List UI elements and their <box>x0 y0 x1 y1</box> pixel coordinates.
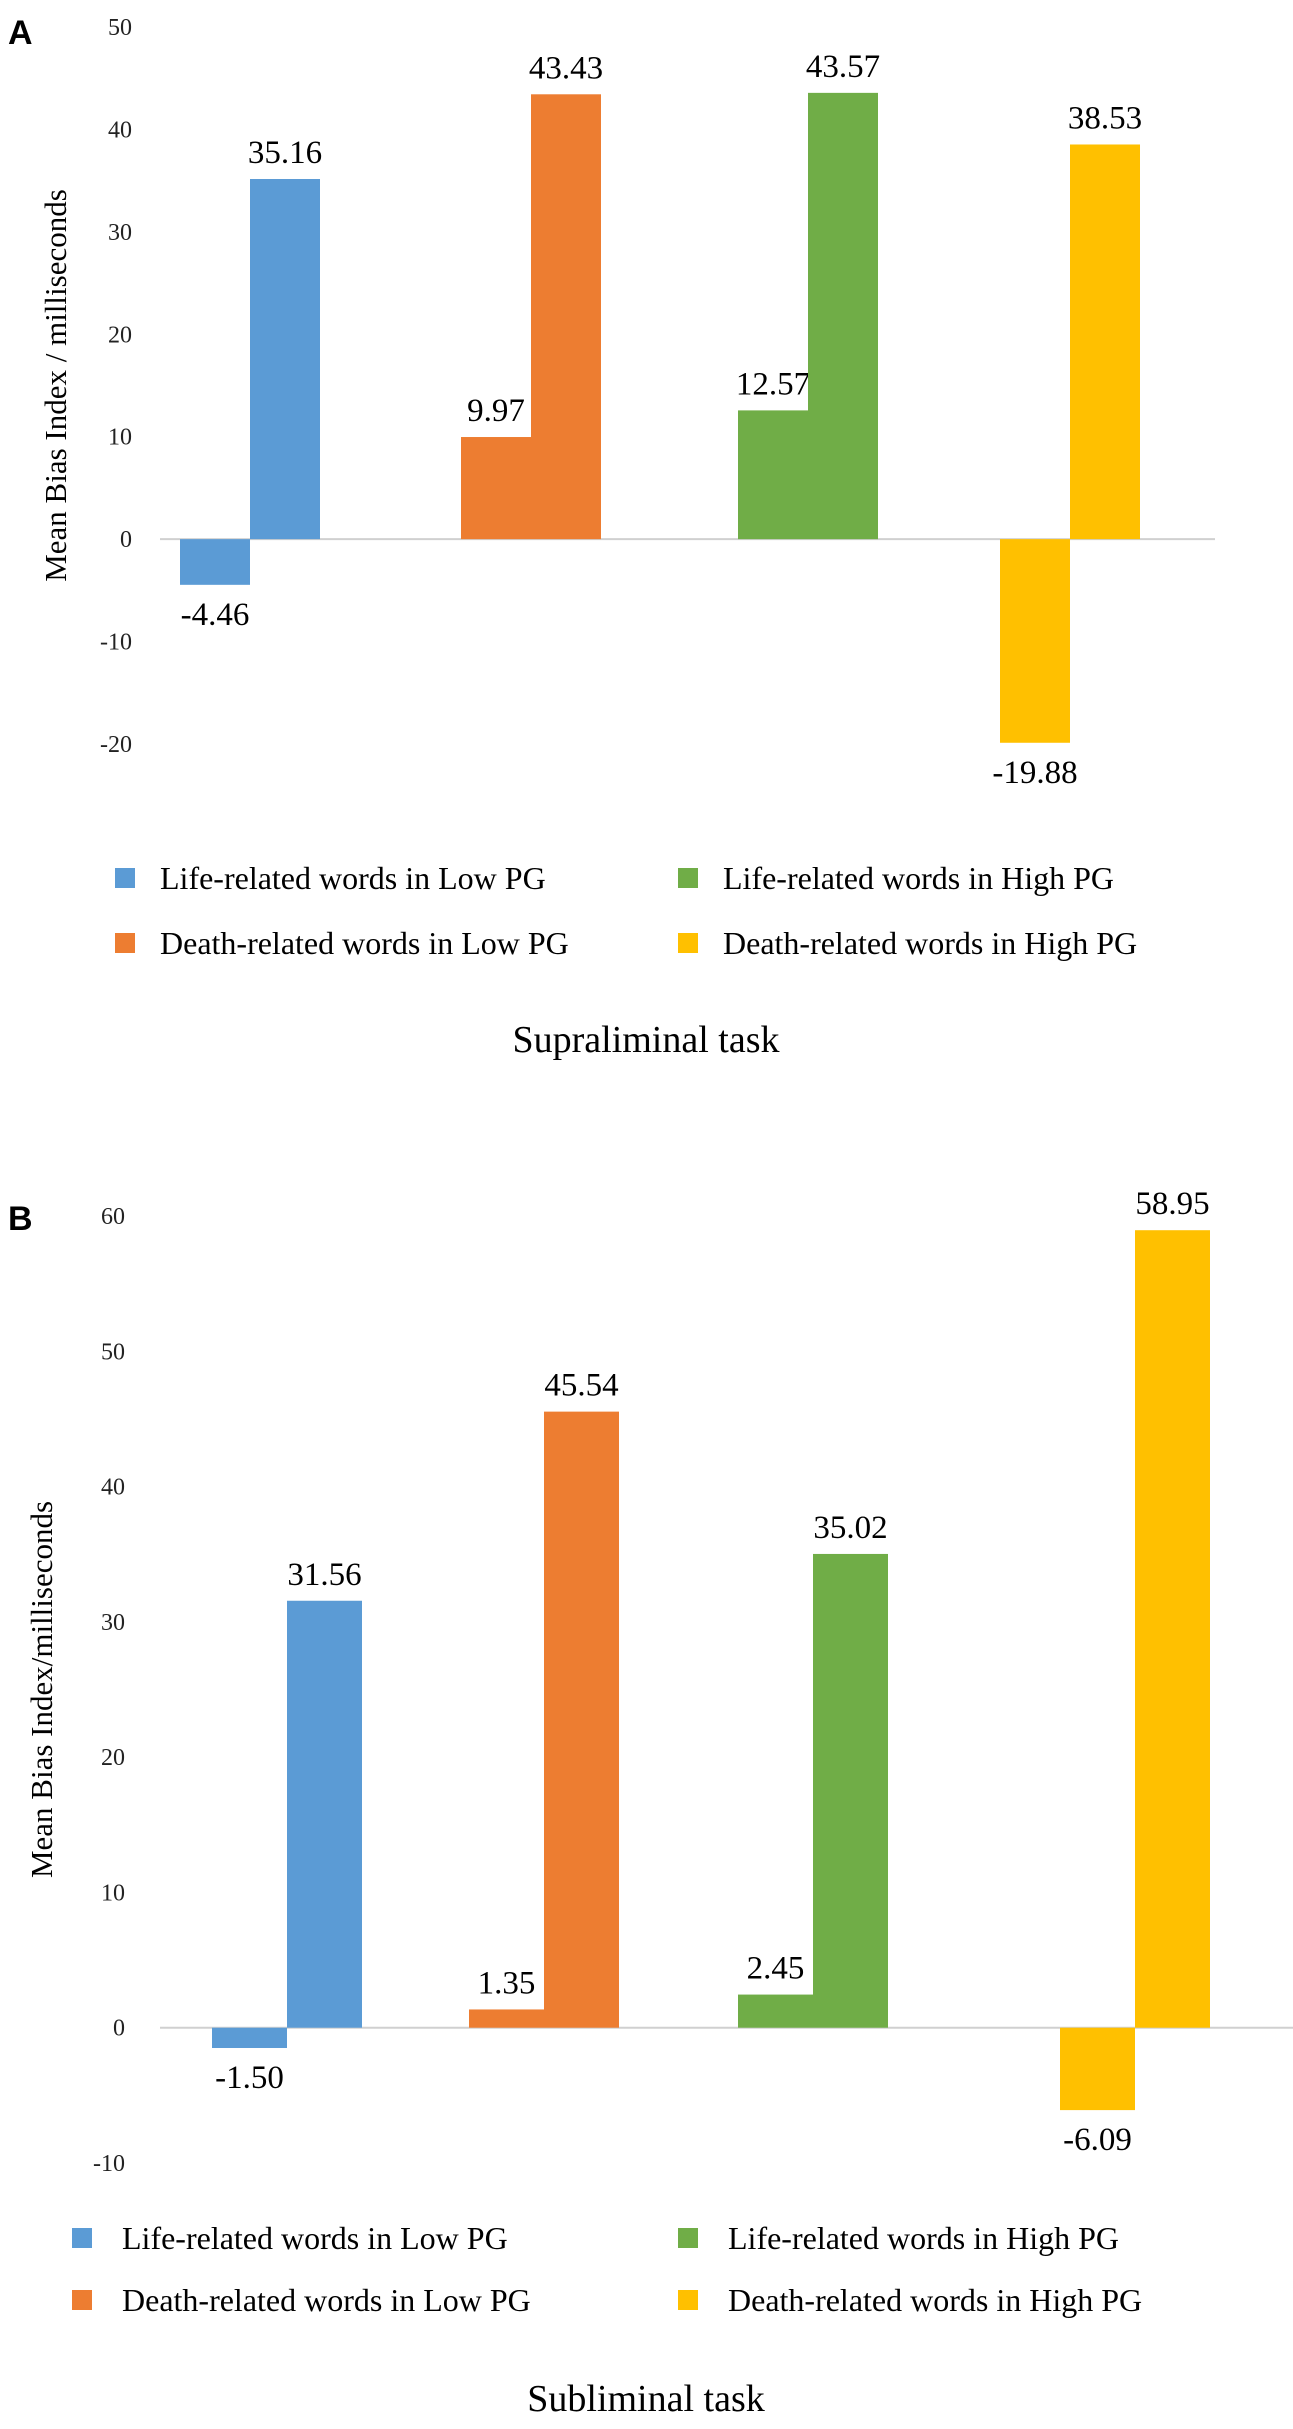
data-label: -19.88 <box>992 755 1077 791</box>
data-label: -4.46 <box>181 597 250 633</box>
data-label: 9.97 <box>467 393 525 429</box>
y-tick-label: 10 <box>108 425 132 451</box>
panel-letter: B <box>8 1200 33 1238</box>
bar-3-a <box>738 410 808 540</box>
bar-2-a <box>461 437 531 540</box>
legend-swatch <box>678 2228 698 2248</box>
bar-2-b <box>544 1411 619 2028</box>
y-tick-label: 40 <box>101 1475 125 1501</box>
data-label: 2.45 <box>747 1951 805 1987</box>
legend-label: Life-related words in Low PG <box>160 860 546 896</box>
y-axis-label: Mean Bias Index / milliseconds <box>38 189 73 582</box>
legend-label: Life-related words in High PG <box>728 2220 1119 2256</box>
y-tick-label: 50 <box>108 15 132 41</box>
data-label: 43.43 <box>529 50 603 86</box>
data-label: 58.95 <box>1135 1186 1209 1222</box>
bar-4-b <box>1135 1230 1210 2028</box>
data-label: 12.57 <box>736 366 810 402</box>
legend-label: Death-related words in High PG <box>723 925 1137 961</box>
data-label: 35.16 <box>248 135 322 171</box>
y-tick-label: 50 <box>101 1339 125 1365</box>
y-tick-label: -20 <box>100 732 132 758</box>
chart-panel-b: B 60 50 40 30 20 10 0 -10 Mean Bias Index/millise… <box>8 1186 1293 2420</box>
data-label: 1.35 <box>478 1965 536 2001</box>
chart-caption: Supraliminal task <box>512 1019 779 1061</box>
data-label: 35.02 <box>813 1510 887 1546</box>
data-label: 31.56 <box>287 1557 361 1593</box>
y-tick-label: 30 <box>108 220 132 246</box>
panel-letter: A <box>8 14 33 52</box>
y-tick-label: 20 <box>108 322 132 348</box>
data-label: -6.09 <box>1063 2122 1132 2158</box>
bar-1-b <box>250 179 320 540</box>
bar-4-a <box>1000 539 1070 743</box>
y-tick-label: 60 <box>101 1204 125 1230</box>
legend-label: Death-related words in Low PG <box>122 2282 531 2318</box>
legend-label: Life-related words in Low PG <box>122 2220 508 2256</box>
legend-swatch <box>72 2228 92 2248</box>
legend-swatch <box>72 2290 92 2310</box>
legend-swatch <box>115 933 135 953</box>
legend-label: Death-related words in Low PG <box>160 925 569 961</box>
y-tick-label: 0 <box>113 2016 125 2042</box>
bar-1-a <box>180 539 250 585</box>
bar-3-b <box>808 92 878 540</box>
chart-caption: Subliminal task <box>527 2378 765 2420</box>
bar-3-b <box>813 1553 888 2028</box>
y-tick-label: 30 <box>101 1610 125 1636</box>
bar-3-a <box>738 1994 813 2028</box>
y-tick-label: 20 <box>101 1745 125 1771</box>
bar-1-b <box>287 1600 362 2028</box>
y-tick-label: 0 <box>120 527 132 553</box>
data-label: 43.57 <box>806 49 880 85</box>
legend-swatch <box>678 868 698 888</box>
data-label: 45.54 <box>544 1368 618 1404</box>
data-label: -1.50 <box>215 2060 284 2096</box>
bar-2-a <box>469 2009 544 2028</box>
y-tick-label: 40 <box>108 117 132 143</box>
bar-2-b <box>531 94 601 540</box>
y-tick-label: -10 <box>100 630 132 656</box>
bar-1-a <box>212 2027 287 2049</box>
legend-label: Life-related words in High PG <box>723 860 1114 896</box>
legend-swatch <box>678 2290 698 2310</box>
y-tick-label: -10 <box>93 2151 125 2177</box>
chart-panel-a: A 50 40 30 20 10 0 -10 -20 Mean Bias Index / mill… <box>8 14 1215 1061</box>
y-tick-label: 10 <box>101 1880 125 1906</box>
legend-swatch <box>115 868 135 888</box>
legend-swatch <box>678 933 698 953</box>
legend-label: Death-related words in High PG <box>728 2282 1142 2318</box>
data-label: 38.53 <box>1068 100 1142 136</box>
bar-4-a <box>1060 2027 1135 2111</box>
y-axis-label: Mean Bias Index/milliseconds <box>24 1501 59 1878</box>
bar-4-b <box>1070 144 1140 540</box>
